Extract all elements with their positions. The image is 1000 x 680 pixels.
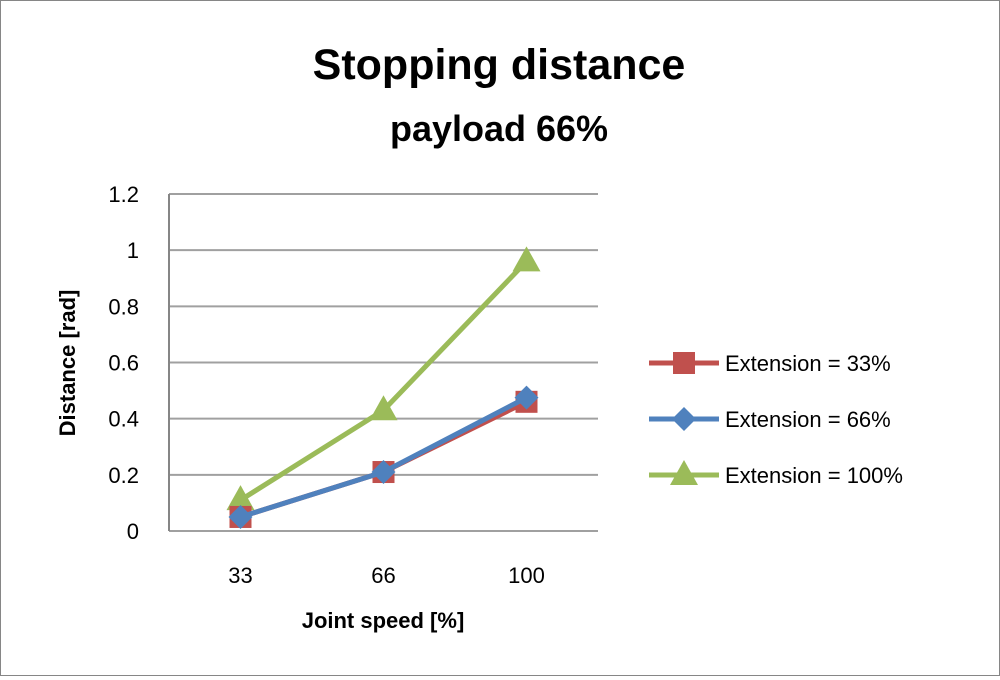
diamond-marker (371, 460, 396, 485)
y-tick-label: 0.2 (108, 463, 139, 488)
triangle-marker (226, 485, 255, 511)
triangle-marker (369, 395, 398, 421)
x-tick-label: 100 (508, 563, 545, 588)
legend-label: Extension = 33% (725, 351, 891, 376)
y-tick-label: 1.2 (108, 182, 139, 207)
legend-label: Extension = 100% (725, 463, 903, 488)
legend-label: Extension = 66% (725, 407, 891, 432)
triangle-marker (512, 246, 541, 272)
y-tick-label: 0.4 (108, 407, 139, 432)
x-tick-label: 66 (371, 563, 395, 588)
chart-subtitle: payload 66% (390, 108, 608, 149)
square-marker (673, 352, 695, 374)
y-tick-label: 0.6 (108, 351, 139, 376)
diamond-marker (514, 385, 539, 410)
chart-title: Stopping distance (313, 41, 686, 89)
y-tick-label: 0 (127, 519, 139, 544)
x-tick-label: 33 (228, 563, 252, 588)
x-axis-label: Joint speed [%] (302, 608, 465, 633)
y-tick-label: 0.8 (108, 294, 139, 319)
diamond-marker (672, 407, 696, 431)
diamond-marker (228, 504, 253, 529)
triangle-marker (670, 460, 698, 485)
y-tick-label: 1 (127, 238, 139, 263)
y-axis-label: Distance [rad] (55, 290, 80, 437)
